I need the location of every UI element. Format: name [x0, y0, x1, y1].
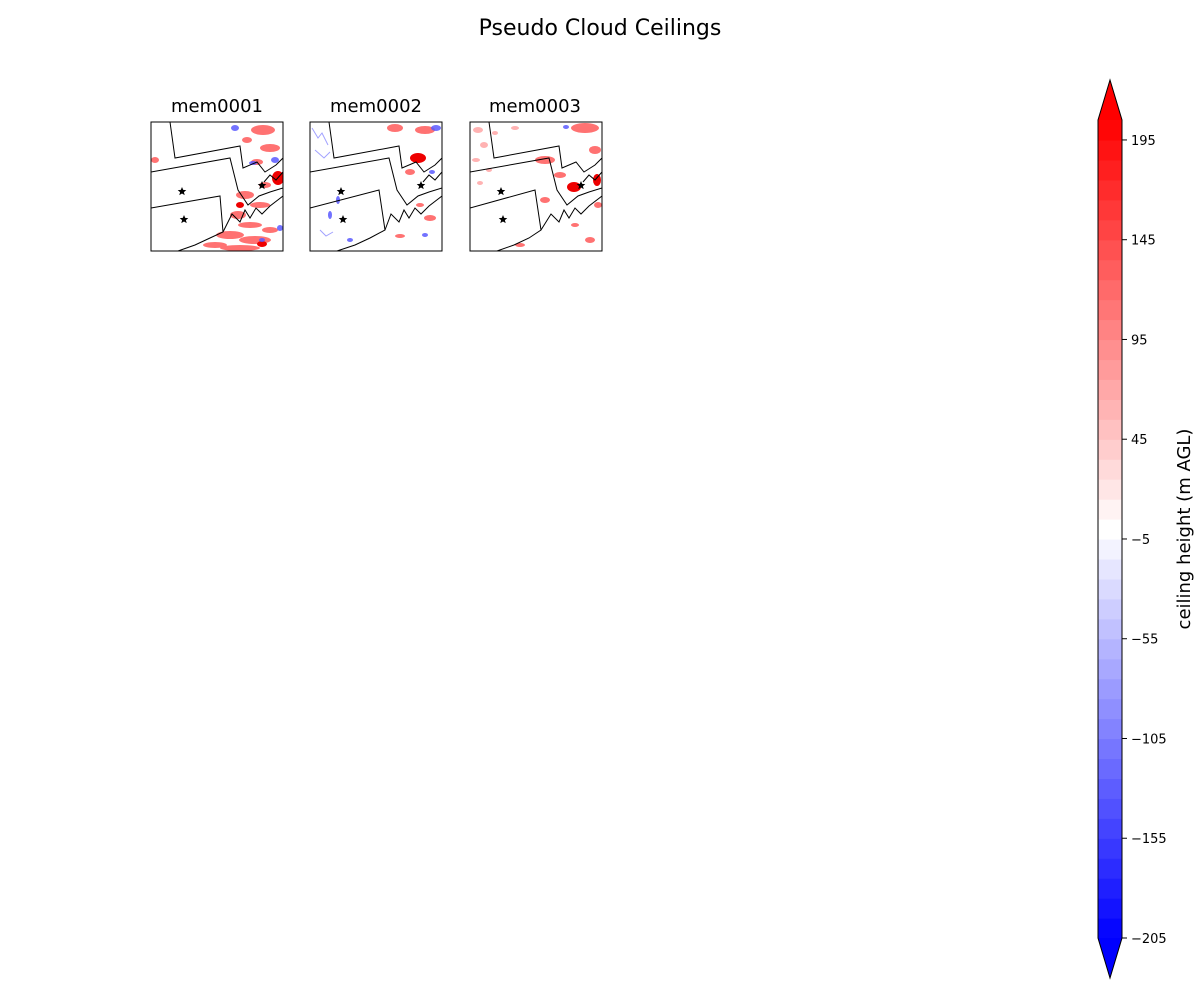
colorbar-band — [1098, 918, 1122, 939]
colorbar-band — [1098, 259, 1122, 281]
colorbar-bands — [1098, 120, 1122, 939]
colorbar-tick-label: 45 — [1131, 433, 1148, 448]
colorbar-band — [1098, 698, 1122, 720]
map-panel-mem0003 — [469, 121, 603, 252]
colorbar-band — [1098, 399, 1122, 420]
colorbar-band — [1098, 179, 1122, 201]
colorbar-band — [1098, 538, 1122, 560]
map-panel-mem0002 — [309, 121, 443, 252]
colorbar-band — [1098, 339, 1122, 361]
colorbar-band — [1098, 898, 1122, 919]
colorbar-tick-label: −155 — [1131, 832, 1167, 847]
colorbar-tick-label: −105 — [1131, 732, 1167, 747]
colorbar-band — [1098, 678, 1122, 700]
colorbar-band — [1098, 139, 1122, 161]
colorbar-tick-label: −5 — [1131, 533, 1150, 548]
colorbar-band — [1098, 578, 1122, 600]
colorbar-band — [1098, 618, 1122, 640]
figure-title: Pseudo Cloud Ceilings — [478, 16, 722, 41]
colorbar-band — [1098, 558, 1122, 580]
ceiling-field-mem0003 — [470, 122, 602, 251]
colorbar-band — [1098, 838, 1122, 859]
colorbar: −205 −155 −105 −55 −5 45 95 145 195 ceiling heig… — [1097, 78, 1195, 980]
colorbar-band — [1098, 499, 1122, 520]
panel-title-mem0001: mem0001 — [171, 96, 263, 117]
colorbar-band — [1098, 219, 1122, 241]
colorbar-band — [1098, 279, 1122, 301]
colorbar-tick-label: 195 — [1131, 134, 1156, 149]
colorbar-band — [1098, 758, 1122, 779]
panel-title-mem0002: mem0002 — [330, 96, 422, 117]
colorbar-band — [1098, 818, 1122, 839]
map-panel-mem0001 — [150, 121, 284, 252]
colorbar-band — [1098, 419, 1122, 440]
colorbar-extend-min — [1098, 938, 1122, 978]
colorbar-tick-label: 95 — [1131, 333, 1148, 348]
colorbar-band — [1098, 858, 1122, 879]
colorbar-band — [1098, 598, 1122, 620]
colorbar-band — [1098, 459, 1122, 480]
colorbar-band — [1098, 239, 1122, 261]
colorbar-band — [1098, 319, 1122, 341]
colorbar-band — [1098, 120, 1122, 141]
colorbar-tick-label: −55 — [1131, 633, 1158, 648]
colorbar-band — [1098, 519, 1122, 540]
colorbar-band — [1098, 299, 1122, 321]
colorbar-band — [1098, 658, 1122, 680]
ceiling-field-mem0001 — [151, 122, 283, 251]
colorbar-band — [1098, 778, 1122, 799]
colorbar-band — [1098, 638, 1122, 660]
colorbar-tick-label: 145 — [1131, 234, 1156, 249]
colorbar-band — [1098, 718, 1122, 740]
colorbar-band — [1098, 379, 1122, 400]
colorbar-band — [1098, 479, 1122, 500]
colorbar-label: ceiling height (m AGL) — [1174, 429, 1195, 630]
colorbar-band — [1098, 738, 1122, 760]
colorbar-band — [1098, 798, 1122, 819]
colorbar-extend-max — [1098, 80, 1122, 120]
colorbar-tick-label: −205 — [1131, 932, 1167, 947]
ceiling-field-mem0002 — [310, 122, 442, 251]
panel-title-mem0003: mem0003 — [489, 96, 581, 117]
colorbar-band — [1098, 439, 1122, 460]
colorbar-band — [1098, 199, 1122, 221]
colorbar-ticks: −205 −155 −105 −55 −5 45 95 145 195 — [1122, 134, 1167, 947]
colorbar-band — [1098, 159, 1122, 181]
colorbar-band — [1098, 359, 1122, 380]
colorbar-band — [1098, 878, 1122, 899]
